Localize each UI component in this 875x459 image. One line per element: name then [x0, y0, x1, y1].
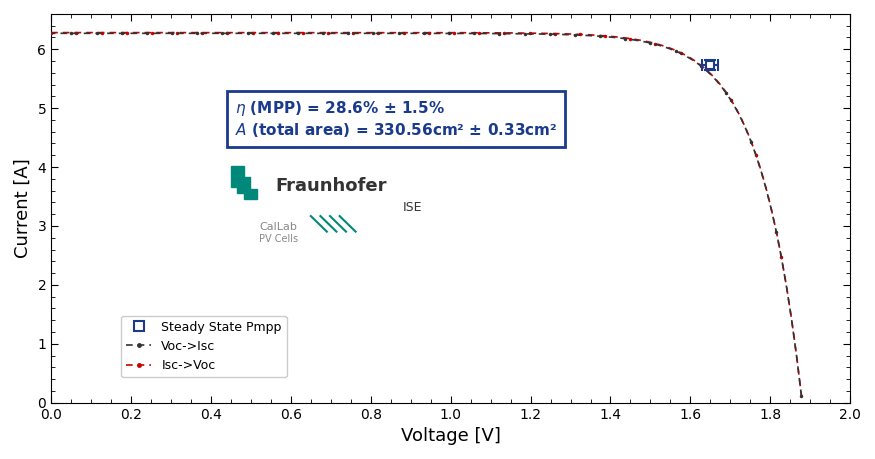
Y-axis label: Current [A]: Current [A] — [14, 158, 31, 258]
Text: PV Cells: PV Cells — [259, 234, 298, 244]
Text: $\mathit{\eta}$ (MPP) = 28.6% ± 1.5%
$\mathit{A}$ (total area) = 330.56cm² ± 0.3: $\mathit{\eta}$ (MPP) = 28.6% ± 1.5% $\m… — [235, 100, 557, 139]
Text: Fraunhofer: Fraunhofer — [275, 177, 387, 195]
Bar — [237, 177, 250, 193]
Legend: Steady State Pmpp, Voc->Isc, Isc->Voc: Steady State Pmpp, Voc->Isc, Isc->Voc — [122, 315, 287, 377]
Bar — [231, 166, 244, 187]
Text: ISE: ISE — [402, 201, 423, 213]
Bar — [244, 189, 256, 199]
Text: CalLab: CalLab — [259, 222, 297, 232]
X-axis label: Voltage [V]: Voltage [V] — [401, 427, 500, 445]
